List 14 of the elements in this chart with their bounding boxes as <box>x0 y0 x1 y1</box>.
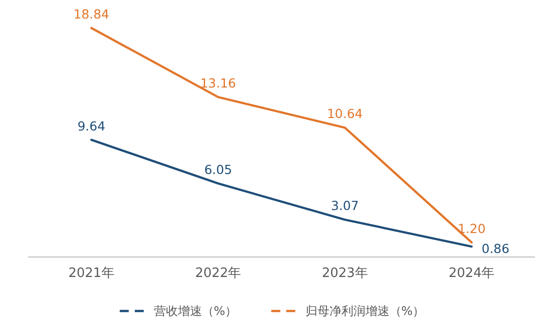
data-label: 6.05 <box>204 162 232 177</box>
legend-label: 营收增速（%） <box>154 304 238 318</box>
legend-label: 归母净利润增速（%） <box>305 304 425 318</box>
x-tick-label: 2022年 <box>195 266 242 281</box>
x-tick-label: 2021年 <box>68 266 114 281</box>
data-label: 3.07 <box>330 198 359 214</box>
data-label: 9.64 <box>77 118 106 134</box>
x-tick-label: 2023年 <box>322 266 368 281</box>
data-label: 18.84 <box>73 6 110 22</box>
x-tick-label: 2024年 <box>448 266 495 281</box>
data-label: 1.20 <box>458 220 486 236</box>
data-label: 0.86 <box>482 241 510 256</box>
data-label: 10.64 <box>326 106 363 122</box>
data-label: 13.16 <box>200 76 236 91</box>
